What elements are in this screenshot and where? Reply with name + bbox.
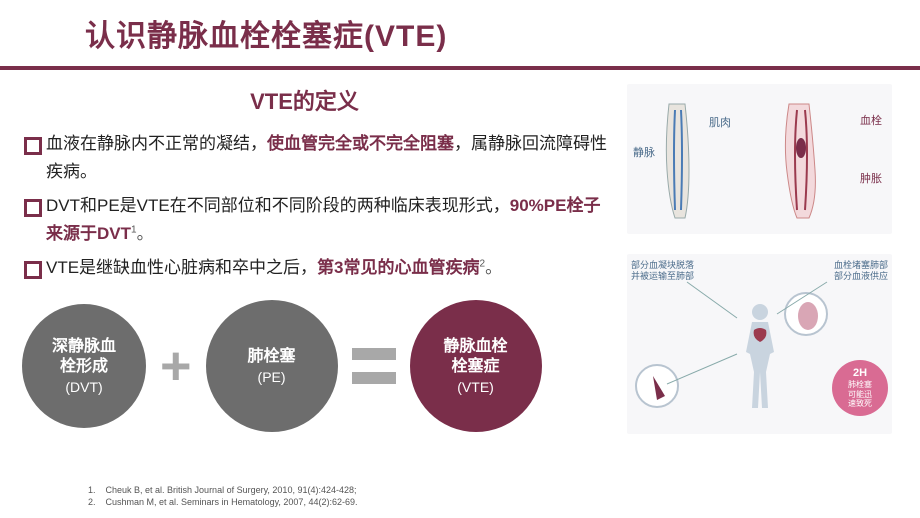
leg-thrombus-icon [777, 100, 821, 220]
label-thrombus: 血栓 [860, 112, 882, 128]
circle-pe: 肺栓塞 (PE) [206, 300, 338, 432]
circle-dvt: 深静脉血 栓形成 (DVT) [22, 304, 146, 428]
right-column: 静脉 肌肉 血栓 肿胀 部分血凝块脱落 并被运输至肺部 血栓堵塞肺部 部分血液供… [627, 84, 892, 454]
plus-icon: + [160, 339, 192, 393]
label-vein: 静脉 [633, 144, 655, 160]
bullet-list: 血液在静脉内不正常的凝结，使血管完全或不完全阻塞，属静脉回流障碍性疾病。 DVT… [30, 130, 609, 282]
body-diagram: 部分血凝块脱落 并被运输至肺部 血栓堵塞肺部 部分血液供应 2H 肺栓塞 可能迅… [627, 254, 892, 434]
bullet-2: DVT和PE是VTE在不同部位和不同阶段的两种临床表现形式，90%PE栓子来源于… [30, 192, 609, 248]
leg-diagram: 静脉 肌肉 血栓 肿胀 [627, 84, 892, 234]
bullet-3: VTE是继缺血性心脏病和卒中之后，第3常见的心血管疾病2。 [30, 254, 609, 282]
content-area: VTE的定义 血液在静脉内不正常的凝结，使血管完全或不完全阻塞，属静脉回流障碍性… [0, 70, 920, 454]
equals-icon [352, 348, 396, 384]
bullet-1: 血液在静脉内不正常的凝结，使血管完全或不完全阻塞，属静脉回流障碍性疾病。 [30, 130, 609, 186]
connector-lines [627, 254, 892, 434]
references: 1.Cheuk B, et al. British Journal of Sur… [88, 484, 357, 508]
label-swelling: 肿胀 [860, 170, 882, 186]
page-title: 认识静脉血栓栓塞症(VTE) [85, 11, 447, 55]
subtitle: VTE的定义 [0, 84, 609, 116]
circle-vte: 静脉血栓 栓塞症 (VTE) [410, 300, 542, 432]
label-muscle: 肌肉 [709, 114, 731, 130]
left-column: VTE的定义 血液在静脉内不正常的凝结，使血管完全或不完全阻塞，属静脉回流障碍性… [30, 84, 627, 454]
title-bar: 认识静脉血栓栓塞症(VTE) [0, 0, 920, 70]
equation-diagram: 深静脉血 栓形成 (DVT) + 肺栓塞 (PE) 静脉血栓 栓塞症 (VTE) [22, 300, 609, 432]
leg-normal-icon [655, 100, 699, 220]
